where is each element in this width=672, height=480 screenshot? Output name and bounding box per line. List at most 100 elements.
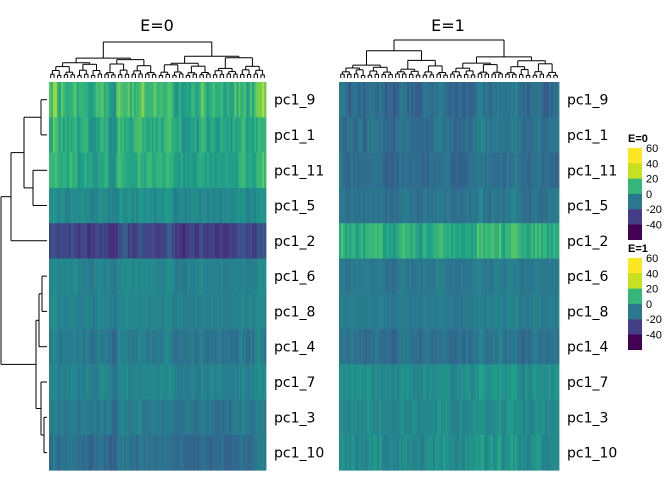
heatmap-cell-pc1_7-e1 [541,364,544,400]
heatmap-cell-pc1_5-e1 [425,187,428,224]
heatmap-cell-pc1_2-e0 [236,223,239,259]
heatmap-cell-pc1_7-e1 [481,364,484,400]
heatmap-cell-pc1_1-e0 [246,117,249,153]
heatmap-cell-pc1_6-e1 [455,258,458,295]
heatmap-cell-pc1_2-e0 [155,223,158,259]
heatmap-cell-pc1_7-e1 [375,364,378,400]
heatmap-cell-pc1_9-e0 [236,82,239,118]
heatmap-cell-pc1_11-e1 [509,152,512,189]
heatmap-cell-pc1_4-e0 [72,329,76,365]
heatmap-cell-pc1_8-e1 [341,293,344,330]
heatmap-cell-pc1_5-e1 [481,187,484,224]
heatmap-cell-pc1_1-e1 [391,117,394,153]
heatmap-cell-pc1_11-e0 [173,152,176,189]
heatmap-cell-pc1_9-e0 [185,82,188,118]
heatmap-cell-pc1_10-e0 [240,435,243,471]
heatmap-cell-pc1_8-e0 [121,293,125,330]
heatmap-cell-pc1_2-e1 [517,223,520,259]
heatmap-cell-pc1_11-e0 [210,152,214,189]
heatmap-cell-pc1_3-e1 [451,399,454,436]
heatmap-cell-pc1_8-e1 [491,293,494,330]
heatmap-cell-pc1_9-e0 [163,82,166,118]
heatmap-cell-pc1_11-e1 [417,152,420,189]
heatmap-cell-pc1_4-e1 [381,329,384,365]
heatmap-cell-pc1_2-e1 [515,223,518,259]
heatmap-cell-pc1_1-e1 [419,117,422,153]
heatmap-cell-pc1_9-e1 [461,82,464,118]
heatmap-cell-pc1_10-e0 [208,435,212,471]
heatmap-cell-pc1_11-e1 [555,152,558,189]
heatmap-cell-pc1_5-e1 [465,187,468,224]
heatmap-cell-pc1_7-e0 [222,364,225,400]
heatmap-cell-pc1_10-e1 [413,435,416,471]
heatmap-cell-pc1_5-e1 [365,187,368,224]
heatmap-cell-pc1_1-e0 [80,117,83,153]
heatmap-cell-pc1_4-e0 [208,329,212,365]
heatmap-cell-pc1_3-e1 [523,399,526,436]
heatmap-cell-pc1_4-e1 [409,329,412,365]
heatmap-cell-pc1_2-e0 [244,223,247,259]
heatmap-cell-pc1_6-e0 [155,258,158,295]
heatmap-cell-pc1_8-e1 [551,293,554,330]
heatmap-cell-pc1_8-e0 [179,293,182,330]
heatmap-cell-pc1_5-e1 [351,187,354,224]
heatmap-cell-pc1_3-e1 [497,399,500,436]
heatmap-cell-pc1_6-e0 [206,258,210,295]
heatmap-cell-pc1_3-e1 [543,399,546,436]
heatmap-cell-pc1_11-e1 [499,152,502,189]
heatmap-cell-pc1_9-e1 [529,82,532,118]
heatmap-cell-pc1_5-e1 [389,187,392,224]
heatmap-cell-pc1_11-e1 [341,152,344,189]
heatmap-cell-pc1_9-e0 [94,82,97,118]
heatmap-cell-pc1_1-e1 [413,117,416,153]
heatmap-cell-pc1_10-e1 [355,435,358,471]
heatmap-cell-pc1_8-e1 [445,293,448,330]
heatmap-cell-pc1_3-e0 [114,399,117,436]
heatmap-cell-pc1_4-e1 [389,329,392,365]
heatmap-cell-pc1_6-e1 [371,258,374,295]
heatmap-cell-pc1_9-e1 [395,82,398,118]
heatmap-cell-pc1_8-e0 [54,293,58,330]
heatmap-cell-pc1_3-e1 [445,399,448,436]
heatmap-cell-pc1_3-e0 [92,399,95,436]
heatmap-cell-pc1_4-e1 [557,329,560,365]
heatmap-cell-pc1_7-e1 [363,364,366,400]
heatmap-cell-pc1_11-e1 [487,152,490,189]
heatmap-cell-pc1_9-e0 [157,82,160,118]
heatmap-cell-pc1_5-e1 [557,187,560,224]
heatmap-cell-pc1_2-e1 [369,223,372,259]
heatmap-cell-pc1_7-e0 [60,364,64,400]
heatmap-cell-pc1_2-e1 [501,223,504,259]
heatmap-cell-pc1_4-e1 [449,329,452,365]
heatmap-cell-pc1_6-e1 [401,258,404,295]
heatmap-cell-pc1_8-e1 [503,293,506,330]
heatmap-cell-pc1_7-e0 [153,364,156,400]
heatmap-cell-pc1_4-e0 [56,329,60,365]
heatmap-cell-pc1_11-e1 [501,152,504,189]
heatmap-cell-pc1_4-e0 [100,329,103,365]
heatmap-cell-pc1_11-e1 [339,152,342,189]
heatmap-cell-pc1_3-e1 [483,399,486,436]
heatmap-cell-pc1_2-e1 [557,223,560,259]
heatmap-cell-pc1_1-e0 [264,117,267,153]
heatmap-cell-pc1_7-e1 [489,364,492,400]
heatmap-cell-pc1_5-e0 [112,187,115,224]
heatmap-cell-pc1_7-e1 [497,364,500,400]
heatmap-cell-pc1_7-e1 [555,364,558,400]
heatmap-cell-pc1_7-e1 [469,364,472,400]
heatmap-cell-pc1_5-e0 [110,187,113,224]
heatmap-cell-pc1_3-e0 [149,399,152,436]
panel-title-e1: E=1 [431,16,465,35]
heatmap-cell-pc1_4-e0 [187,329,190,365]
heatmap-cell-pc1_9-e0 [222,82,225,118]
heatmap-cell-pc1_2-e1 [421,223,424,259]
heatmap-cell-pc1_6-e1 [527,258,530,295]
heatmap-cell-pc1_8-e1 [385,293,388,330]
heatmap-cell-pc1_7-e0 [70,364,74,400]
heatmap-cell-pc1_8-e0 [222,293,225,330]
heatmap-cell-pc1_4-e1 [371,329,374,365]
heatmap-cell-pc1_2-e0 [181,223,184,259]
row-label-pc1_9-e1: pc1_9 [567,93,608,109]
heatmap-cell-pc1_10-e1 [537,435,540,471]
heatmap-cell-pc1_4-e1 [549,329,552,365]
